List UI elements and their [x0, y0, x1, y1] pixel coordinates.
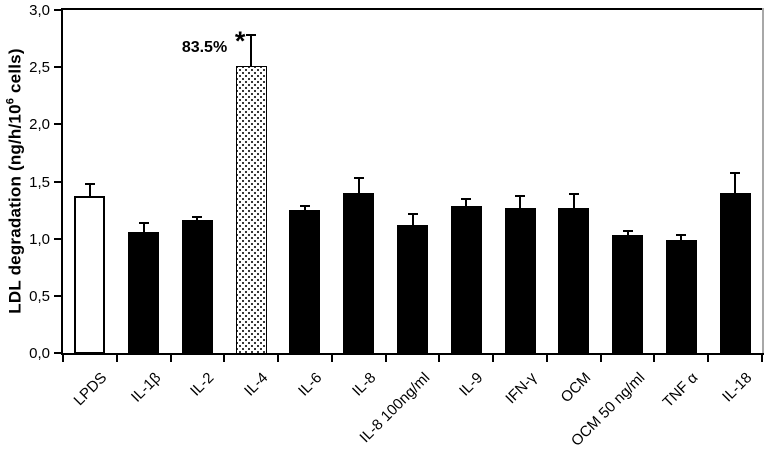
y-tick-label: 1,0: [29, 230, 50, 248]
y-tick-label: 3,0: [29, 2, 50, 19]
y-tick: [54, 352, 61, 354]
x-tick: [599, 355, 602, 362]
y-tick-label: 2,0: [29, 116, 50, 134]
error-bar-line: [303, 205, 306, 211]
error-bar-line: [196, 216, 199, 221]
error-bar-cap: [192, 215, 203, 218]
bar-IL-9: [450, 205, 482, 354]
y-tick: [54, 123, 61, 126]
error-bar-line: [680, 235, 683, 240]
error-bar-cap: [568, 193, 579, 196]
x-tick: [277, 355, 280, 362]
plot-top-border: [61, 8, 764, 10]
error-bar-line: [411, 213, 414, 225]
bar-IL-8: [343, 192, 375, 354]
x-tick: [223, 355, 226, 362]
y-tick: [54, 66, 61, 69]
x-tick: [330, 355, 333, 362]
annotation-percent: 83.5%: [181, 39, 228, 57]
error-bar-cap: [515, 195, 526, 198]
bar-IFN-γ: [504, 207, 536, 354]
error-bar-line: [250, 35, 253, 66]
error-bar-cap: [138, 221, 149, 224]
x-tick: [384, 355, 387, 362]
y-tick: [54, 294, 61, 297]
x-tick: [761, 355, 763, 362]
error-bar-cap: [676, 234, 687, 237]
bar-IL-6: [289, 210, 321, 354]
error-bar-line: [142, 222, 145, 232]
bar-OCM: [558, 207, 590, 354]
bar-IL-4: [235, 66, 267, 354]
x-tick: [169, 355, 172, 362]
x-axis-line: [61, 353, 764, 355]
bar-IL-8 100ng/ml: [397, 224, 428, 354]
bar-TNF α: [665, 239, 697, 354]
x-tick: [707, 355, 710, 362]
x-tick: [438, 355, 441, 362]
y-axis-title-suffix: cells): [5, 48, 25, 98]
error-bar-cap: [246, 34, 257, 37]
y-tick: [54, 237, 61, 240]
y-tick-label: 1,5: [29, 173, 50, 191]
x-tick: [115, 355, 118, 362]
bar-IL-18: [719, 192, 751, 354]
error-bar-cap: [353, 177, 364, 180]
error-bar-line: [626, 230, 629, 236]
y-axis-line: [61, 8, 63, 355]
error-bar-cap: [622, 229, 633, 232]
error-bar-cap: [730, 172, 741, 175]
error-bar-cap: [407, 212, 418, 215]
error-bar-line: [734, 173, 737, 193]
significance-asterisk: *: [234, 26, 246, 57]
error-bar-line: [357, 178, 360, 193]
error-bar-cap: [461, 197, 472, 200]
y-axis-title-text: LDL degradation (ng/h/10: [5, 104, 25, 314]
x-tick: [492, 355, 495, 362]
error-bar-cap: [299, 204, 310, 207]
bar-OCM 50 ng/ml: [612, 235, 644, 354]
y-tick-label: 0,5: [29, 287, 50, 305]
y-tick: [54, 180, 61, 183]
x-tick: [62, 355, 64, 362]
error-bar-line: [465, 198, 468, 206]
x-tick: [545, 355, 548, 362]
plot-right-border: [762, 8, 764, 355]
error-bar-line: [572, 194, 575, 208]
bar-IL-1β: [128, 231, 160, 354]
bar-LPDS: [74, 196, 106, 354]
bar-IL-2: [181, 220, 213, 354]
y-axis-title: LDL degradation (ng/h/106 cells): [5, 48, 26, 313]
x-tick: [653, 355, 656, 362]
y-tick: [54, 9, 61, 11]
error-bar-line: [519, 196, 522, 208]
y-tick-label: 2,5: [29, 59, 50, 77]
error-bar-line: [88, 183, 91, 197]
y-tick-label: 0,0: [29, 345, 50, 362]
error-bar-cap: [84, 182, 95, 185]
y-axis-title-superscript: 6: [4, 97, 17, 105]
